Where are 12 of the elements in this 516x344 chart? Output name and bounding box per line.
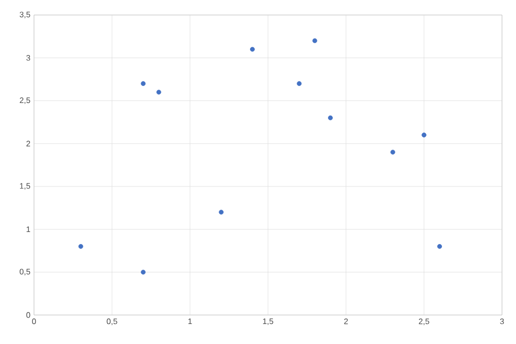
- point: [437, 244, 442, 249]
- point: [156, 90, 162, 95]
- point: [390, 150, 396, 155]
- point: [250, 46, 255, 52]
- point: [218, 210, 224, 215]
- point: [78, 244, 84, 249]
- point: [312, 38, 318, 44]
- point: [422, 132, 426, 138]
- point: [328, 115, 333, 120]
- point: [296, 81, 302, 86]
- point: [140, 81, 146, 86]
- point: [140, 270, 146, 275]
